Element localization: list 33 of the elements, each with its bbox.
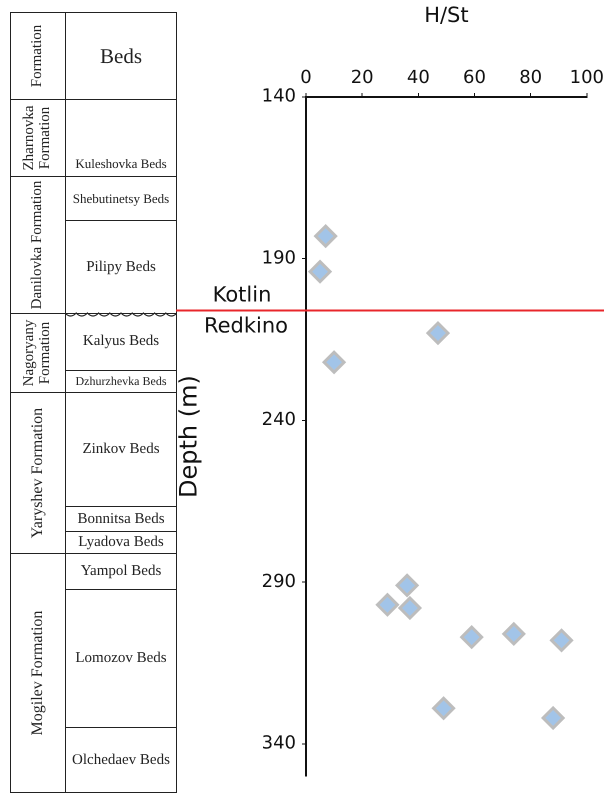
text: Formation: [12, 15, 64, 97]
text: Lomozov Beds: [65, 589, 177, 728]
x-tick-label: 60: [463, 66, 486, 88]
text: Yaryshev Formation: [12, 395, 64, 551]
text: Kalyus Beds: [65, 313, 177, 371]
text: Yampol Beds: [65, 553, 177, 590]
y-tick-label: 190: [262, 247, 296, 268]
y-tick-label: 240: [262, 409, 296, 430]
text: Kuleshovka Beds: [65, 99, 177, 177]
text: Danilovka Formation: [12, 179, 64, 311]
text: Olchedaev Beds: [65, 727, 177, 793]
x-tick-label: 20: [350, 66, 374, 88]
text: Redkino: [204, 313, 288, 338]
x-tick-label: 80: [519, 66, 542, 88]
text: Mogilev Formation: [12, 556, 64, 790]
text: Pilipy Beds: [65, 220, 177, 314]
x-tick-label: 40: [406, 66, 430, 88]
text: Bonnitsa Beds: [65, 506, 177, 532]
y-axis-title: Depth (m): [174, 375, 203, 498]
text: Kotlin: [212, 282, 272, 306]
x-tick-label: 0: [300, 66, 312, 88]
y-tick-label: 140: [262, 86, 296, 107]
y-tick-label: 340: [262, 732, 296, 754]
text: Zinkov Beds: [82, 441, 160, 457]
text: Nagoryany Formation: [12, 316, 64, 390]
text: Zharnovka Formation: [12, 102, 64, 174]
text: Lyadova Beds: [65, 531, 177, 554]
y-tick-label: 290: [262, 570, 296, 592]
text: Dzhurzhevka Beds: [76, 374, 166, 388]
text: Shebutinetsy Beds: [65, 176, 177, 221]
x-axis-title: H/St: [424, 3, 469, 28]
text: Beds: [65, 12, 177, 100]
x-tick-label: 100: [570, 66, 604, 88]
